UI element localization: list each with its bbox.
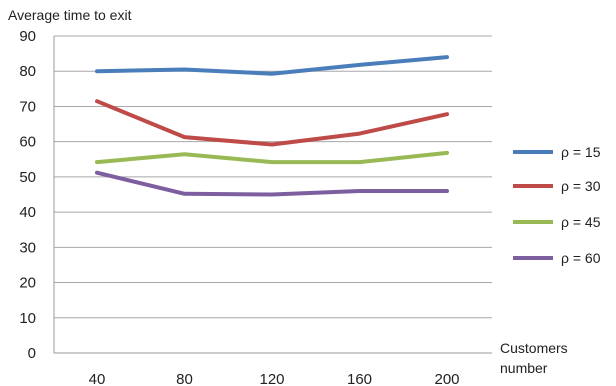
y-tick-label: 70 bbox=[19, 98, 36, 115]
legend-label: ρ = 60 bbox=[561, 250, 601, 266]
x-tick-label: 120 bbox=[259, 371, 284, 386]
y-tick-label: 0 bbox=[28, 345, 36, 362]
legend-label: ρ = 45 bbox=[561, 214, 601, 230]
x-axis-title: Customers number bbox=[500, 340, 572, 376]
y-axis-title: Average time to exit bbox=[8, 7, 132, 23]
x-tick-label: 80 bbox=[176, 371, 193, 386]
y-tick-label: 40 bbox=[19, 204, 36, 221]
y-tick-label: 50 bbox=[19, 169, 36, 186]
legend-label: ρ = 15 bbox=[561, 144, 601, 160]
x-tick-label: 160 bbox=[347, 371, 372, 386]
x-axis-title-line-1: Customers bbox=[500, 340, 568, 356]
series-line-4 bbox=[95, 170, 449, 197]
y-tick-label: 80 bbox=[19, 63, 36, 80]
y-tick-label: 20 bbox=[19, 275, 36, 292]
x-axis-ticks: 40 80 120 160 200 bbox=[89, 371, 460, 386]
y-tick-label: 30 bbox=[19, 239, 36, 256]
series-line-3 bbox=[95, 150, 449, 165]
series-line-2 bbox=[95, 99, 449, 147]
y-tick-label: 10 bbox=[19, 310, 36, 327]
series-line-1 bbox=[95, 55, 449, 76]
legend: ρ = 15 ρ = 30 ρ = 45 ρ = 60 bbox=[513, 144, 601, 266]
y-tick-label: 60 bbox=[19, 134, 36, 151]
x-tick-label: 40 bbox=[89, 371, 106, 386]
x-tick-label: 200 bbox=[434, 371, 459, 386]
y-tick-label: 90 bbox=[19, 28, 36, 45]
legend-label: ρ = 30 bbox=[561, 178, 601, 194]
x-axis-title-line-2: number bbox=[500, 360, 548, 376]
series-lines bbox=[95, 55, 449, 197]
gridlines bbox=[53, 35, 492, 354]
y-axis-ticks: 0 10 20 30 40 50 60 70 80 90 bbox=[19, 28, 36, 362]
